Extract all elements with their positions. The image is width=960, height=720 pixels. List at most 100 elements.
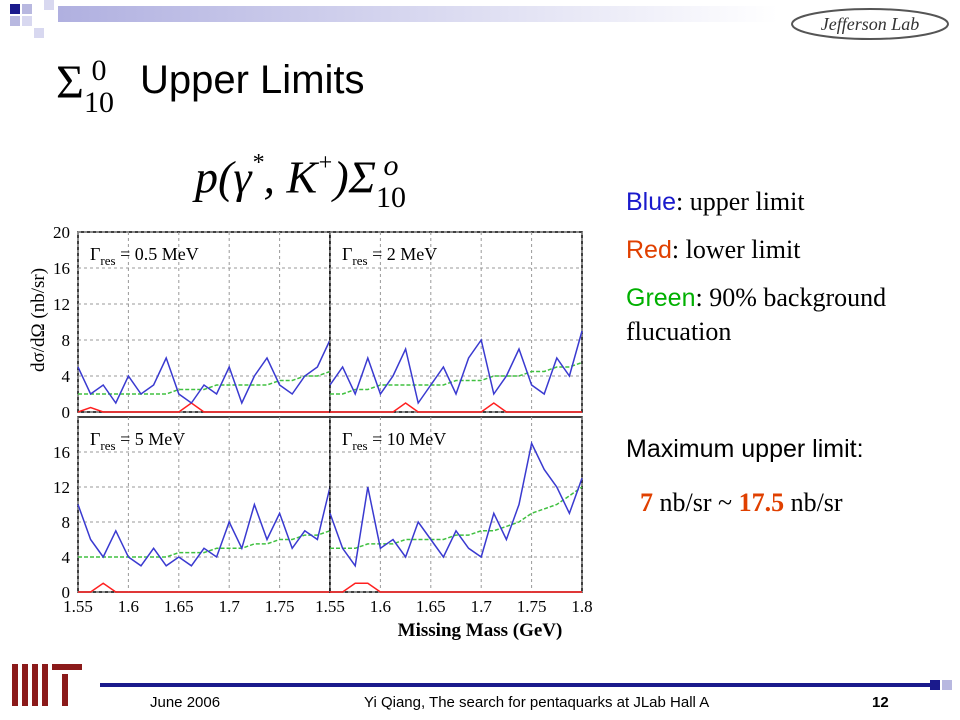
y-tick-label: 8 — [62, 331, 71, 350]
series-line — [77, 339, 331, 405]
y-tick-label: 0 — [62, 583, 71, 602]
square — [22, 4, 32, 14]
x-tick-label: 1.65 — [164, 597, 194, 616]
x-tick-label: 1.55 — [315, 597, 345, 616]
x-tick-label: 1.65 — [416, 597, 446, 616]
label-part: = 2 MeV — [368, 244, 438, 264]
square — [10, 16, 20, 26]
label-part: Γ — [342, 244, 352, 264]
max-heading: Maximum upper limit: — [626, 435, 864, 463]
series-line — [329, 440, 583, 568]
panel — [77, 231, 331, 413]
square — [44, 0, 54, 10]
max-sep: nb/sr ~ — [653, 488, 739, 517]
f-part: , K — [263, 151, 318, 203]
x-tick-label: 1.55 — [63, 597, 93, 616]
series-line — [330, 582, 582, 593]
square — [22, 16, 32, 26]
label-part: = 5 MeV — [116, 429, 186, 449]
note-key: Blue — [626, 188, 677, 216]
f-sup: + — [317, 150, 334, 176]
f-sup: o — [383, 149, 399, 182]
label-part: Γ — [90, 244, 100, 264]
mit-logo — [12, 664, 82, 706]
y-tick-label: 4 — [62, 548, 71, 567]
series-line — [330, 486, 583, 550]
y-tick-label: 8 — [62, 513, 71, 532]
sub: 10 — [83, 86, 114, 119]
series-line — [77, 402, 330, 413]
note-key: Red — [626, 236, 672, 264]
f-sup: * — [251, 150, 264, 176]
square — [10, 4, 20, 14]
x-tick-label: 1.6 — [370, 597, 391, 616]
label-part: Γ — [342, 429, 352, 449]
max-unit: nb/sr — [784, 488, 843, 517]
series-line — [330, 402, 582, 413]
series-line — [78, 530, 331, 558]
f-sub: 10 — [376, 181, 406, 214]
f-part: )Σ — [333, 151, 376, 203]
label-part: res — [352, 438, 367, 453]
y-tick-label: 12 — [53, 295, 70, 314]
note: Green: 90% background flucuation — [626, 281, 946, 349]
x-tick-label: 1.6 — [118, 597, 139, 616]
panel-label: Γres = 2 MeV — [342, 244, 437, 268]
square — [34, 28, 44, 38]
square — [930, 680, 940, 690]
y-tick-label: 4 — [62, 367, 71, 386]
panel-label: Γres = 0.5 MeV — [90, 244, 199, 268]
label-part: res — [352, 253, 367, 268]
slide-title: Upper Limits — [140, 58, 365, 102]
series-line — [77, 486, 331, 567]
series-line — [329, 330, 583, 405]
x-tick-label: 1.75 — [517, 597, 547, 616]
fraction: 0 10 — [84, 55, 114, 119]
y-tick-label: 16 — [53, 259, 70, 278]
fraction: o 10 — [376, 150, 406, 214]
max-high: 17.5 — [738, 488, 785, 517]
x-tick-label: 1.8 — [571, 597, 592, 616]
panel — [329, 231, 583, 413]
series-line — [78, 582, 330, 593]
note-text: : upper limit — [676, 187, 805, 216]
footer-text: Yi Qiang, The search for pentaquarks at … — [364, 694, 710, 711]
label-part: Γ — [90, 429, 100, 449]
note: Red: lower limit — [626, 233, 946, 267]
y-tick-label: 12 — [53, 478, 70, 497]
bottom-rule — [100, 683, 930, 687]
y-axis-label: dσ/dΩ (nb/sr) — [28, 268, 49, 372]
formula: p(γ*, K+)Σ o 10 — [195, 150, 406, 214]
label-part: = 0.5 MeV — [116, 244, 199, 264]
panel-label: Γres = 5 MeV — [90, 429, 185, 453]
sup: 0 — [91, 54, 107, 87]
logo-text: Jefferson Lab — [821, 14, 920, 34]
max-line: 7 nb/sr ~ 17.5 nb/sr — [626, 486, 946, 520]
note: Blue: upper limit — [626, 185, 946, 219]
note-text: : lower limit — [671, 235, 801, 264]
title-symbol: Σ 0 10 — [56, 55, 114, 119]
x-axis-label: Missing Mass (GeV) — [398, 620, 563, 641]
note-text: : 90% background flucuation — [626, 283, 887, 346]
x-tick-label: 1.7 — [471, 597, 493, 616]
panel-label: Γres = 10 MeV — [342, 429, 446, 453]
max-low: 7 — [640, 488, 653, 517]
x-tick-label: 1.75 — [265, 597, 295, 616]
maximum: Maximum upper limit: 7 nb/sr ~ 17.5 nb/s… — [626, 432, 946, 520]
page-number: 12 — [872, 694, 889, 711]
footer-date: June 2006 — [150, 694, 221, 711]
y-tick-label: 16 — [53, 443, 70, 462]
label-part: res — [100, 438, 115, 453]
square — [942, 680, 952, 690]
f-part: p(γ — [195, 151, 252, 203]
series-line — [330, 361, 583, 395]
notes: Blue: upper limit Red: lower limit Green: … — [626, 185, 946, 363]
y-tick-label: 0 — [62, 403, 71, 422]
panel — [77, 416, 331, 593]
note-key: Green — [626, 284, 696, 312]
label-part: = 10 MeV — [368, 429, 447, 449]
x-tick-label: 1.7 — [219, 597, 241, 616]
